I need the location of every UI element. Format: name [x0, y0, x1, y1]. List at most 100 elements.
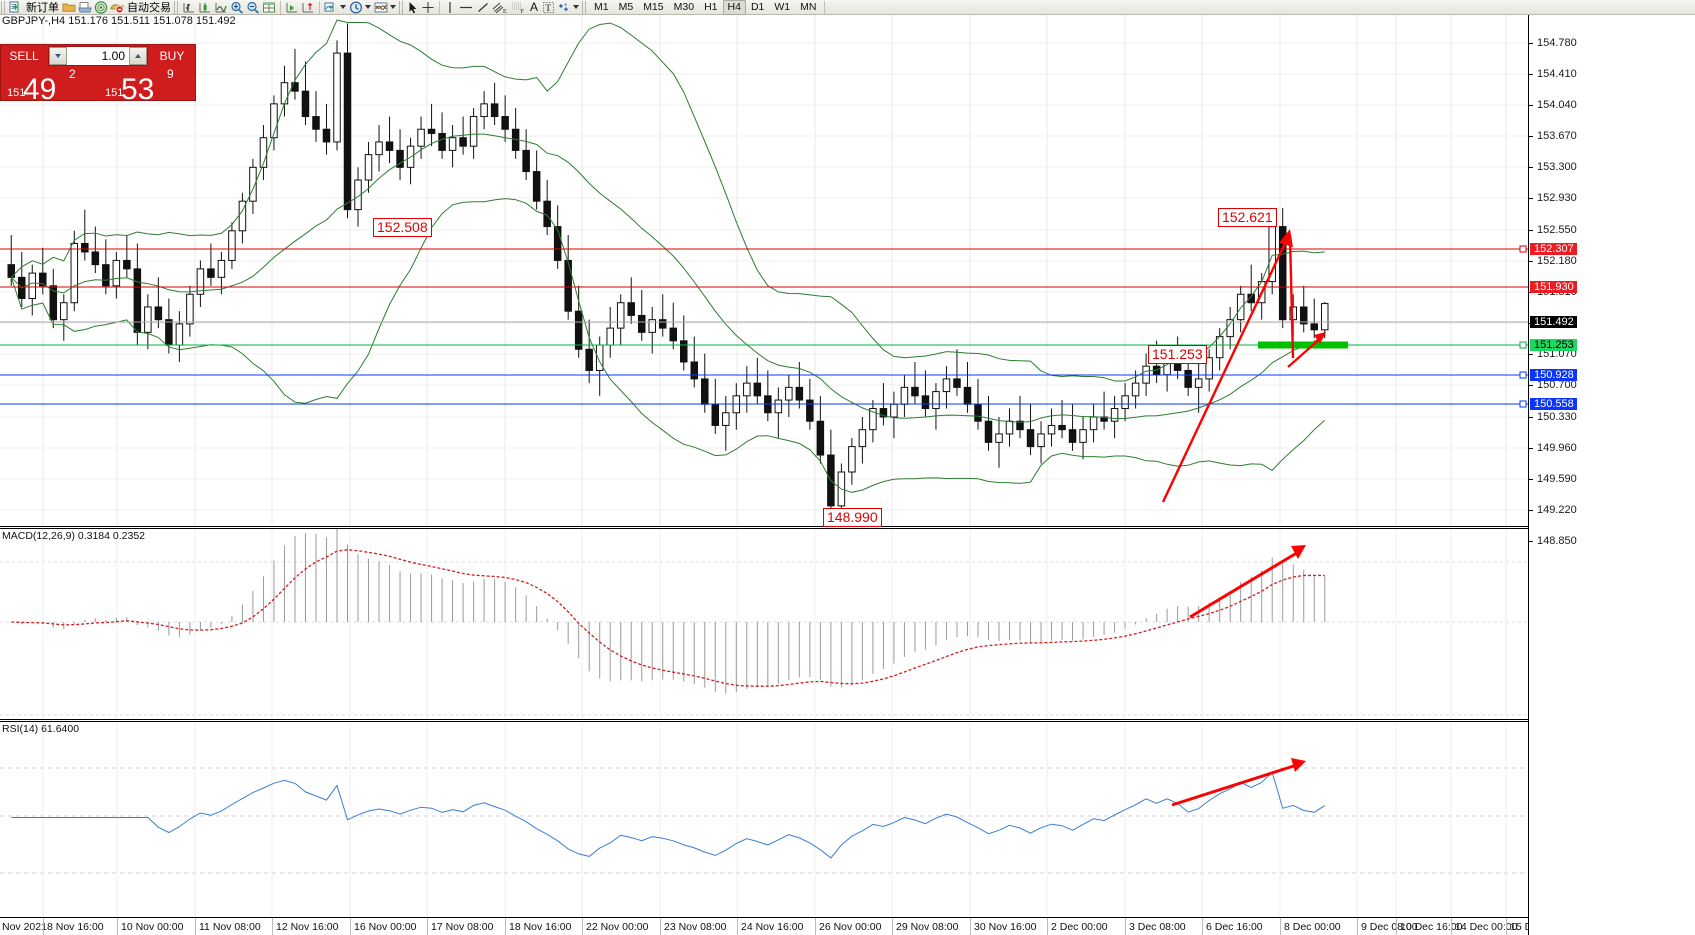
sell-price-quote[interactable]: 151 49 2	[1, 67, 99, 105]
price-level-handle[interactable]	[1519, 400, 1527, 408]
trend-arrow-down[interactable]	[1288, 236, 1295, 359]
macd-trend-arrow[interactable]	[1189, 549, 1301, 619]
timeframe-m5[interactable]: M5	[618, 1, 634, 13]
time-axis-tick	[505, 918, 506, 935]
data-window-icon[interactable]	[261, 0, 277, 14]
cursor-icon[interactable]	[406, 0, 420, 14]
toolbar-grip-4[interactable]	[582, 0, 588, 14]
oct-quotes-row: 151 49 2 151 53 9	[1, 67, 195, 105]
candle-body	[806, 399, 814, 422]
buy-button[interactable]: BUY	[159, 49, 185, 63]
period-icon[interactable]	[348, 0, 364, 14]
candle-body	[354, 179, 362, 211]
bar-chart-icon[interactable]	[181, 0, 197, 14]
main-toolbar: 新订单 自动	[0, 0, 1695, 15]
price-callout-label[interactable]: 148.990	[823, 508, 882, 527]
timeframe-d1[interactable]: D1	[750, 1, 765, 13]
trend-arrow-head-small	[1314, 332, 1326, 344]
templates-dropdown-caret[interactable]	[390, 5, 396, 9]
candle-body	[238, 200, 247, 232]
text-icon[interactable]: T	[541, 0, 556, 14]
volume-increase-button[interactable]	[129, 47, 147, 65]
price-chart-pane[interactable]: GBPJPY-,H4 151.176 151.511 151.078 151.4…	[0, 15, 1528, 527]
toolbar-grip[interactable]	[1, 0, 7, 14]
templates-icon[interactable]	[373, 0, 389, 14]
candle-body	[953, 378, 961, 388]
time-axis[interactable]: Nov 2021 8 Nov 16:00 10 Nov 00:00 11 Nov 08…	[0, 917, 1627, 935]
timeframe-m1[interactable]: M1	[594, 1, 609, 13]
new-order-icon[interactable]	[8, 0, 24, 14]
signals-icon[interactable]	[93, 0, 109, 14]
folder-icon[interactable]	[61, 0, 77, 14]
macd-title: MACD(12,26,9) 0.3184 0.2352	[2, 530, 146, 542]
auto-scroll-icon[interactable]	[284, 0, 300, 14]
candle-body	[196, 268, 205, 295]
time-axis-tick	[892, 918, 893, 935]
timeframe-h4[interactable]: H4	[722, 0, 746, 15]
zoom-in-icon[interactable]	[229, 0, 245, 14]
candle-body	[785, 386, 793, 401]
price-level-badge[interactable]: 151.930	[1530, 281, 1577, 293]
rsi-pane[interactable]: RSI(14) 61.6400	[0, 721, 1528, 917]
toolbar-grip-2[interactable]	[174, 0, 180, 14]
line-chart-icon[interactable]	[213, 0, 229, 14]
trend-arrow-up[interactable]	[1161, 236, 1290, 503]
timeframe-w1[interactable]: W1	[774, 1, 791, 13]
objects-icon[interactable]	[556, 0, 572, 14]
fibonacci-icon[interactable]: F	[509, 0, 527, 14]
price-level-badge[interactable]: 152.307	[1530, 243, 1577, 255]
timeframe-m30[interactable]: M30	[673, 1, 695, 13]
timeframe-mn[interactable]: MN	[800, 1, 817, 13]
price-callout-label[interactable]: 151.253	[1148, 345, 1207, 364]
vertical-line-icon[interactable]	[443, 0, 457, 14]
rsi-trend-arrow[interactable]	[1171, 762, 1301, 807]
candle-body	[522, 149, 530, 173]
equidistant-channel-icon[interactable]: E	[491, 0, 509, 14]
price-axis[interactable]: 154.780 154.410 154.040 153.670 153.300 152.9…	[1528, 15, 1695, 935]
price-axis-tick	[1529, 105, 1533, 106]
text-label-icon[interactable]: A	[529, 0, 538, 14]
candle-body	[701, 378, 709, 405]
price-level-badge[interactable]: 151.253	[1530, 339, 1577, 351]
objects-dropdown-caret[interactable]	[573, 5, 579, 9]
print-preview-icon[interactable]	[77, 0, 93, 14]
time-axis-tick	[1396, 918, 1397, 935]
toolbar-grip-3[interactable]	[399, 0, 405, 14]
volume-decrease-button[interactable]	[49, 47, 67, 65]
price-level-badge[interactable]: 151.492	[1530, 316, 1577, 328]
crosshair-icon[interactable]	[420, 0, 436, 14]
period-dropdown-caret[interactable]	[365, 5, 371, 9]
trend-arrow-up-small[interactable]	[1287, 336, 1323, 368]
chart-container[interactable]: GBPJPY-,H4 151.176 151.511 151.078 151.4…	[0, 15, 1695, 935]
price-callout-label[interactable]: 152.621	[1218, 208, 1277, 227]
volume-value[interactable]: 1.00	[101, 49, 125, 63]
chart-shift-icon[interactable]	[300, 0, 316, 14]
price-axis-label: 150.330	[1537, 411, 1577, 423]
horizontal-line-icon[interactable]	[457, 0, 475, 14]
price-level-handle[interactable]	[1519, 245, 1527, 253]
volume-stepper[interactable]: 1.00	[48, 46, 148, 66]
autotrading-label[interactable]: 自动交易	[125, 0, 173, 14]
price-level-badge[interactable]: 150.928	[1530, 369, 1577, 381]
price-level-handle[interactable]	[1519, 371, 1527, 379]
sell-button[interactable]: SELL	[9, 49, 39, 63]
price-level-badge[interactable]: 150.558	[1530, 398, 1577, 410]
buy-price-quote[interactable]: 151 53 9	[99, 67, 195, 105]
autotrading-icon[interactable]	[109, 0, 125, 14]
indicators-dropdown-caret[interactable]	[340, 5, 346, 9]
time-axis-tick	[815, 918, 816, 935]
price-level-handle[interactable]	[1519, 341, 1527, 349]
new-order-label[interactable]: 新订单	[24, 0, 61, 14]
timeframe-m15[interactable]: M15	[643, 1, 664, 13]
indicators-icon[interactable]	[323, 0, 339, 14]
price-callout-label[interactable]: 152.508	[373, 218, 432, 237]
zoom-out-icon[interactable]	[245, 0, 261, 14]
timeframe-h1[interactable]: H1	[704, 1, 718, 13]
candle-body	[869, 408, 877, 431]
macd-pane[interactable]: MACD(12,26,9) 0.3184 0.2352	[0, 528, 1528, 720]
candlestick-chart-icon[interactable]	[197, 0, 213, 14]
one-click-trading-panel[interactable]: SELL 1.00 BUY 151 49 2 151 53 9	[0, 44, 196, 105]
trendline-icon[interactable]	[475, 0, 491, 14]
candle-body	[333, 52, 341, 143]
new-order-text: 新订单	[26, 0, 59, 14]
